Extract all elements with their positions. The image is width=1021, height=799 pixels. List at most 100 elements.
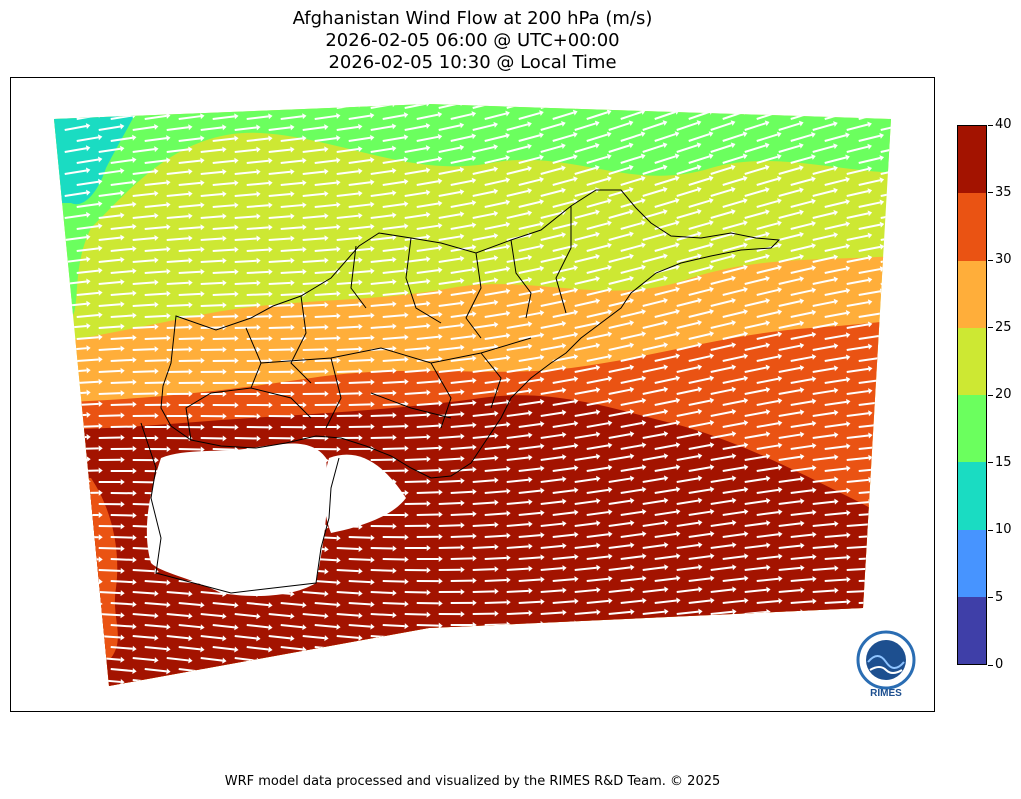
wind-arrow-head bbox=[358, 190, 363, 197]
wind-arrow-head bbox=[764, 142, 770, 149]
wind-arrow-shaft bbox=[178, 646, 201, 651]
wind-arrow-head bbox=[766, 564, 771, 571]
wind-arrow-head bbox=[234, 602, 239, 609]
wind-arrow-shaft bbox=[336, 525, 359, 528]
wind-arrow-shaft bbox=[540, 611, 563, 615]
wind-arrow-head bbox=[98, 623, 103, 630]
wind-arrow-head bbox=[698, 653, 703, 660]
wind-arrow-head bbox=[392, 367, 397, 374]
wind-arrow-shaft bbox=[212, 536, 235, 540]
wind-arrow-shaft bbox=[166, 326, 189, 329]
wind-arrow-shaft bbox=[586, 155, 609, 164]
wind-arrow-shaft bbox=[370, 303, 393, 307]
wind-arrow-head bbox=[663, 475, 669, 482]
wind-arrow-shaft bbox=[676, 255, 699, 263]
wind-arrow-shaft bbox=[586, 111, 608, 120]
wind-arrow-head bbox=[222, 546, 227, 553]
wind-arrow-head bbox=[629, 320, 635, 326]
wind-arrow-head bbox=[505, 110, 510, 117]
wind-arrow-head bbox=[268, 535, 273, 542]
wind-arrow-shaft bbox=[200, 126, 223, 131]
wind-arrow-head bbox=[302, 357, 307, 364]
wind-arrow-shaft bbox=[756, 200, 779, 208]
wind-arrow-head bbox=[188, 590, 193, 597]
wind-arrow-shaft bbox=[574, 300, 597, 307]
wind-arrow-shaft bbox=[484, 290, 507, 296]
wind-arrow-head bbox=[800, 542, 805, 549]
wind-arrow-shaft bbox=[654, 177, 677, 186]
wind-arrow-head bbox=[744, 531, 749, 538]
wind-arrow-shaft bbox=[846, 345, 869, 351]
wind-arrow-shaft bbox=[824, 556, 847, 560]
wind-arrow-head bbox=[120, 478, 125, 485]
wind-arrow-head bbox=[392, 612, 397, 619]
wind-arrow-head bbox=[154, 590, 159, 597]
wind-arrow-shaft bbox=[812, 300, 835, 307]
wind-arrow-head bbox=[527, 143, 532, 150]
wind-arrow-shaft bbox=[710, 521, 733, 527]
wind-arrow-head bbox=[154, 390, 159, 397]
wind-arrow-shaft bbox=[438, 146, 461, 153]
wind-arrow-shaft bbox=[915, 326, 935, 328]
wind-arrow-head bbox=[833, 387, 839, 394]
wind-arrow-shaft bbox=[382, 668, 405, 672]
wind-arrow-shaft bbox=[586, 200, 609, 208]
wind-arrow-shaft bbox=[450, 512, 473, 516]
wind-arrow-shaft bbox=[676, 566, 699, 571]
wind-arrow-shaft bbox=[688, 177, 711, 186]
wind-arrow-head bbox=[743, 464, 749, 471]
wind-arrow-head bbox=[404, 423, 409, 430]
wind-arrow-head bbox=[507, 688, 511, 694]
wind-arrow-head bbox=[573, 287, 579, 294]
wind-arrow-shaft bbox=[586, 533, 609, 538]
wind-arrow-shaft bbox=[506, 500, 529, 505]
wind-arrow-shaft bbox=[246, 536, 269, 540]
wind-arrow-head bbox=[98, 578, 103, 585]
wind-arrow-shaft bbox=[688, 444, 711, 450]
wind-arrow-head bbox=[370, 468, 375, 475]
wind-arrow-shaft bbox=[132, 104, 155, 109]
wind-arrow-shaft bbox=[552, 133, 575, 142]
wind-arrow-shaft bbox=[654, 133, 676, 142]
wind-arrow-shaft bbox=[744, 655, 767, 659]
wind-arrow-head bbox=[833, 121, 838, 127]
wind-arrow-shaft bbox=[518, 534, 541, 538]
wind-arrow-head bbox=[675, 442, 681, 448]
wind-arrow-head bbox=[778, 575, 783, 582]
wind-arrow-shaft bbox=[212, 115, 235, 120]
wind-arrow-shaft bbox=[484, 112, 507, 120]
wind-arrow-shaft bbox=[64, 191, 87, 197]
wind-arrow-shaft bbox=[915, 459, 935, 460]
wind-arrow-shaft bbox=[370, 258, 393, 263]
wind-arrow-shaft bbox=[710, 632, 733, 637]
wind-arrow-shaft bbox=[586, 333, 609, 340]
wind-arrow-head bbox=[664, 630, 669, 637]
wind-arrow-shaft bbox=[336, 613, 359, 617]
wind-arrow-shaft bbox=[450, 268, 473, 274]
wind-arrow-head bbox=[562, 653, 567, 660]
wind-arrow-head bbox=[765, 98, 770, 104]
wind-arrow-head bbox=[268, 624, 273, 631]
wind-arrow-head bbox=[640, 153, 646, 160]
wind-arrow-shaft bbox=[64, 236, 87, 241]
wind-arrow-head bbox=[370, 401, 375, 408]
wind-arrow-shaft bbox=[246, 668, 269, 673]
wind-arrow-head bbox=[527, 121, 532, 128]
wind-arrow-head bbox=[188, 146, 193, 153]
wind-arrow-shaft bbox=[620, 621, 643, 626]
wind-arrow-head bbox=[867, 143, 872, 150]
wind-arrow-head bbox=[914, 422, 918, 428]
wind-arrow-shaft bbox=[642, 677, 665, 681]
wind-arrow-head bbox=[425, 145, 431, 152]
wind-arrow-head bbox=[629, 253, 634, 260]
wind-arrow-head bbox=[290, 146, 295, 153]
wind-arrow-shaft bbox=[676, 588, 699, 593]
wind-arrow-head bbox=[868, 454, 873, 461]
wind-arrow-shaft bbox=[552, 600, 575, 604]
colorbar-tick bbox=[988, 530, 993, 531]
wind-arrow-head bbox=[494, 321, 499, 328]
wind-arrow-head bbox=[256, 391, 261, 398]
wind-arrow-head bbox=[731, 342, 737, 349]
wind-arrow-head bbox=[629, 364, 635, 371]
wind-arrow-shaft bbox=[98, 325, 121, 329]
